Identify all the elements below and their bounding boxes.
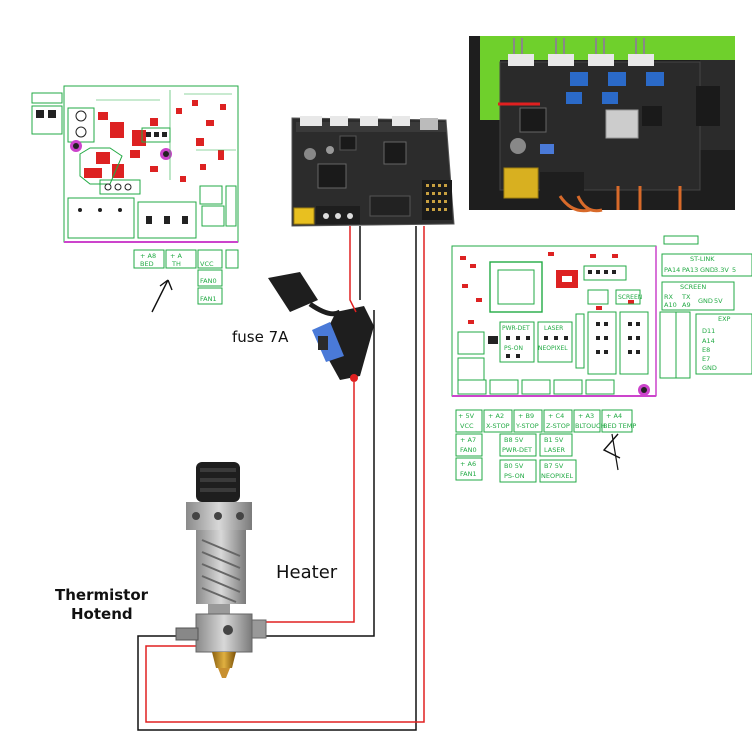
board-photo xyxy=(469,36,735,213)
exp-a14: A14 xyxy=(702,337,715,345)
pson-label: PS-ON xyxy=(504,472,525,480)
screen-gnd: GND xyxy=(698,297,713,305)
pwrdet-pins: B8 5V xyxy=(504,436,524,444)
pin-c4: + C4 xyxy=(548,412,564,420)
screen-a9: A9 xyxy=(682,301,691,309)
left-pin-a8: + A8 xyxy=(140,252,156,260)
right-board-neo-label: NEOPIXEL xyxy=(538,345,568,352)
laser-label: LASER xyxy=(544,446,565,454)
thermistor-label: Thermistor Hotend xyxy=(55,586,148,624)
neopixel-label: NEOPIXEL xyxy=(541,472,573,480)
left-pinout-table: + A8 BED + A TH VCC FAN0 FAN1 xyxy=(133,249,239,313)
right-pinout-tables: ST-LINK PA14 PA13 GND 3.3V 5 SCREEN RX A… xyxy=(455,235,752,483)
pin-xstop: X-STOP xyxy=(486,422,510,430)
neopixel-pins: B7 5V xyxy=(544,462,564,470)
inline-fuse-holder xyxy=(268,272,374,382)
left-pin-a: + A xyxy=(170,252,183,260)
controller-board xyxy=(291,116,455,227)
stlink-pa13: PA13 xyxy=(682,266,698,274)
pin-5v: + 5V xyxy=(458,412,475,420)
exp-e8: E8 xyxy=(702,346,710,354)
left-pin-fan0: FAN0 xyxy=(200,277,217,285)
thermistor-label-line1: Thermistor xyxy=(55,586,149,604)
pson-pins: B0 5V xyxy=(504,462,524,470)
pin-bedtemp: BED TEMP xyxy=(603,422,636,430)
stlink-33v: 3.3V xyxy=(714,266,729,274)
hotend-assembly xyxy=(175,462,267,678)
heater-wire-black xyxy=(264,310,375,637)
fan0-label: FAN0 xyxy=(460,446,477,454)
thermistor-wire-black xyxy=(137,226,417,731)
stlink-5: 5 xyxy=(732,266,736,274)
pin-ystop: Y-STOP xyxy=(515,422,539,430)
heater-wire-red-top xyxy=(349,226,357,313)
heater-label: Heater xyxy=(276,562,338,583)
exp-title: EXP xyxy=(718,315,731,323)
fan1-pin: + A6 xyxy=(460,460,476,468)
exp-e7: E7 xyxy=(702,355,710,363)
right-board-laser-label: LASER xyxy=(544,325,563,332)
right-pcb-schematic: SCREEN PWR-DET LASER PS-ON NEOPIXEL xyxy=(451,245,657,397)
pin-bltouch: BLTOUCH xyxy=(575,422,606,430)
left-pcb-schematic xyxy=(31,85,239,243)
stlink-gnd: GND xyxy=(700,266,715,274)
left-pin-vcc: VCC xyxy=(200,260,214,268)
pin-a2: + A2 xyxy=(488,412,504,420)
pin-b9: + B9 xyxy=(518,412,534,420)
fan1-label: FAN1 xyxy=(460,470,477,478)
pin-zstop: Z-STOP xyxy=(546,422,570,430)
left-pin-fan1: FAN1 xyxy=(200,295,217,303)
exp-gnd: GND xyxy=(702,364,717,372)
pin-a3: + A3 xyxy=(578,412,594,420)
right-board-pson-label: PS-ON xyxy=(504,345,523,352)
right-board-screen-label: SCREEN xyxy=(618,294,642,301)
fan0-pin: + A7 xyxy=(460,436,476,444)
heater-wire-red xyxy=(264,382,355,623)
exp-d11: D11 xyxy=(702,327,715,335)
pin-a4: + A4 xyxy=(606,412,622,420)
left-pin-th: TH xyxy=(171,260,181,268)
stlink-title: ST-LINK xyxy=(690,255,715,263)
pwrdet-label: PWR-DET xyxy=(502,446,532,454)
screen-rx: RX xyxy=(664,293,674,301)
fuse-label: fuse 7A xyxy=(232,328,289,346)
left-pin-bed: BED xyxy=(140,260,154,268)
pin-vcc: VCC xyxy=(460,422,474,430)
thermistor-wire-red xyxy=(145,226,425,723)
laser-pins: B1 5V xyxy=(544,436,564,444)
screen-5v: 5V xyxy=(714,297,723,305)
right-board-pwr-label: PWR-DET xyxy=(502,325,530,332)
thermistor-label-line2: Hotend xyxy=(71,605,133,623)
hand-arrow-left xyxy=(151,279,173,313)
stlink-pa14: PA14 xyxy=(664,266,680,274)
screen-a10: A10 xyxy=(664,301,677,309)
wiring xyxy=(137,226,425,731)
screen-tx: TX xyxy=(681,293,691,301)
screen-title: SCREEN xyxy=(680,283,706,291)
